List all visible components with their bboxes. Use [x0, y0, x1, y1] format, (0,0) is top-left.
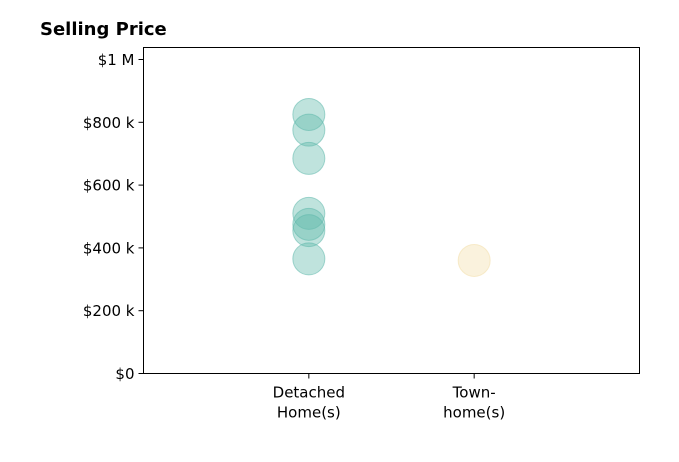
y-tick-label: $0 [115, 365, 134, 383]
x-tick-label: Town-home(s) [443, 384, 505, 422]
x-tick-label-line: home(s) [443, 404, 505, 422]
x-tick-label: Detached Home(s) [273, 384, 345, 422]
data-point [292, 196, 326, 230]
x-axis: Detached Home(s) Town-home(s) [273, 373, 505, 422]
plot-frame [143, 47, 640, 374]
y-tick-label: $800 k [83, 114, 135, 132]
y-tick-label: $600 k [83, 177, 135, 195]
x-tick-label-line: Town- [452, 384, 496, 402]
y-axis: $0 $200 k $400 k $600 k $800 k $1 M [83, 51, 144, 383]
x-tick-label-line: Home(s) [277, 404, 341, 422]
data-point [292, 242, 326, 276]
x-tick-label-line: Detached [273, 384, 345, 402]
plot-marks [292, 97, 491, 277]
data-point [292, 113, 326, 147]
y-tick-label: $1 M [98, 51, 135, 69]
data-point [292, 141, 326, 175]
y-tick-label: $400 k [83, 239, 135, 257]
data-point [292, 214, 326, 248]
y-tick-label: $200 k [83, 302, 135, 320]
chart-title: Selling Price [40, 19, 167, 40]
data-point [457, 243, 491, 277]
